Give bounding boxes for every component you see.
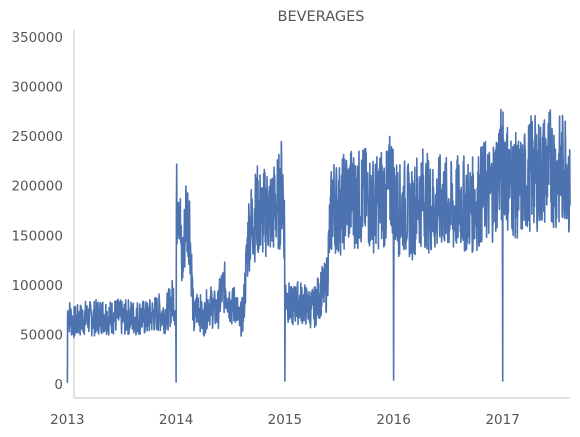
x-tick-label: 2016 <box>376 412 410 428</box>
y-tick-label: 200000 <box>11 179 63 195</box>
y-tick-label: 0 <box>54 377 63 393</box>
x-tick-label: 2017 <box>485 412 519 428</box>
y-tick-label: 250000 <box>11 129 63 145</box>
y-tick-labels: 0 50000 100000 150000 200000 250000 300000 3500… <box>11 30 63 393</box>
y-tick-label: 100000 <box>11 278 63 294</box>
series-layer <box>67 109 570 382</box>
y-tick-label: 50000 <box>20 327 63 343</box>
series-line <box>67 109 570 382</box>
x-tick-label: 2015 <box>268 412 302 428</box>
x-tick-labels: 2013 2014 2015 2016 2017 <box>50 412 520 428</box>
x-tick-label: 2014 <box>159 412 193 428</box>
y-tick-label: 150000 <box>11 228 63 244</box>
x-tick-label: 2013 <box>50 412 84 428</box>
chart-title: BEVERAGES <box>278 9 365 25</box>
y-tick-label: 350000 <box>11 30 63 46</box>
y-tick-label: 300000 <box>11 80 63 96</box>
